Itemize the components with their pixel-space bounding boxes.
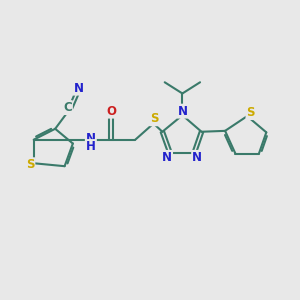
Text: O: O [106,105,116,118]
Text: N: N [177,105,188,118]
Text: S: S [247,106,255,119]
Text: N: N [74,82,83,95]
Text: N: N [162,151,172,164]
Text: S: S [26,158,34,171]
Text: S: S [150,112,158,125]
Text: H: H [86,140,96,153]
Text: N: N [192,151,202,164]
Text: N: N [86,132,96,145]
Text: C: C [63,101,72,114]
